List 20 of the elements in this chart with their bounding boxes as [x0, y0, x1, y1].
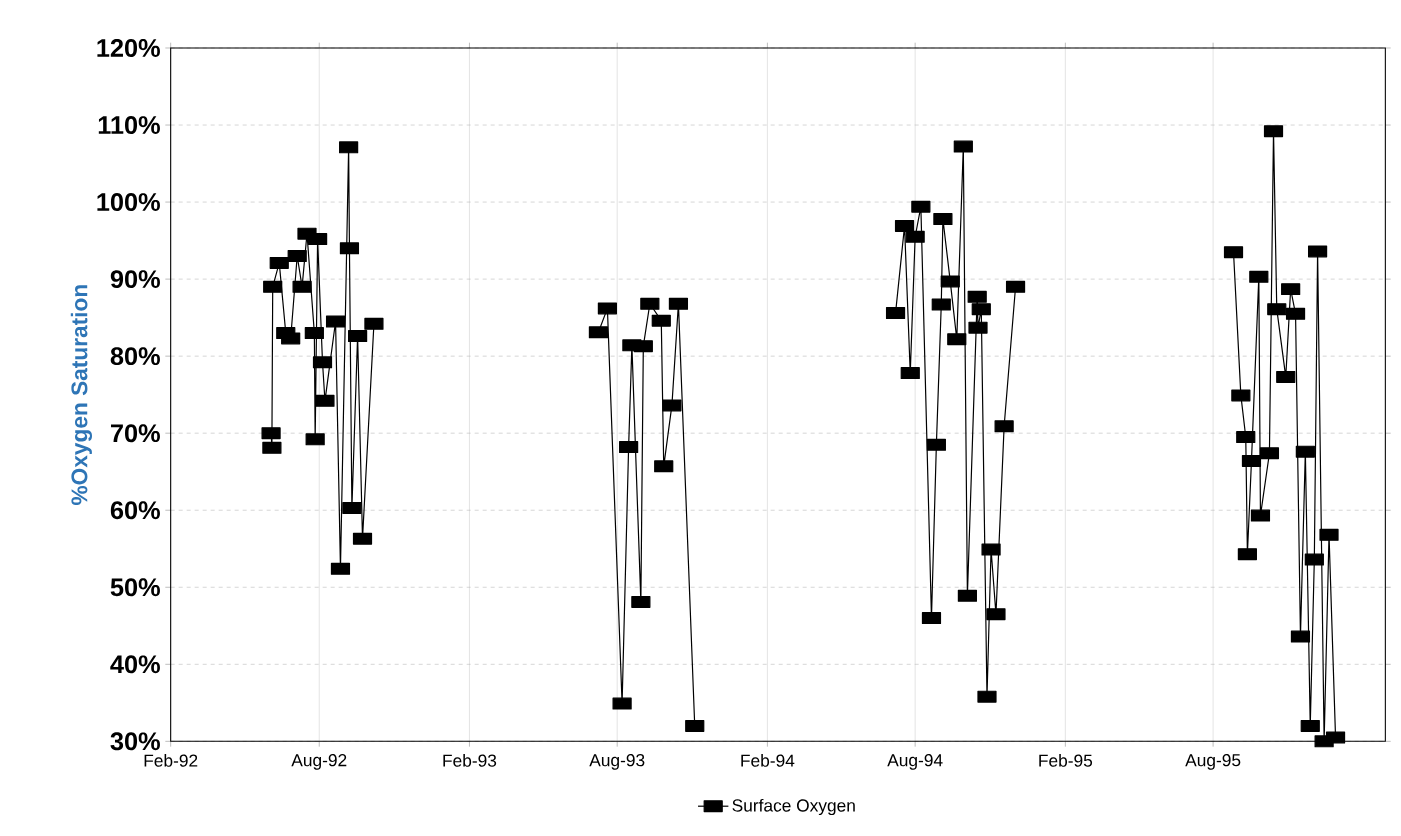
y-tick-label: 60%: [110, 501, 160, 520]
y-tick-label: 80%: [110, 347, 160, 366]
x-tick-label: Feb-92: [144, 754, 198, 767]
y-tick-label: 40%: [110, 655, 160, 674]
y-tick-label: 50%: [110, 578, 160, 597]
y-tick-label: 110%: [98, 116, 160, 135]
x-tick-label: Feb-95: [1039, 754, 1093, 767]
y-tick-label: 30%: [110, 732, 160, 751]
y-tick-label: 100%: [97, 193, 160, 212]
y-tick-label: 90%: [110, 270, 160, 289]
x-tick-label: Aug-94: [887, 754, 943, 770]
legend-label: Surface Oxygen: [732, 798, 855, 816]
y-tick-label: 120%: [97, 39, 160, 57]
x-tick-label: Aug-95: [1185, 754, 1241, 770]
x-tick-label: Feb-93: [443, 754, 497, 767]
y-tick-label: 70%: [111, 424, 160, 443]
x-tick-label: Feb-94: [741, 754, 795, 767]
y-axis-title: %Oxygen Saturation: [70, 285, 93, 505]
x-tick-label: Aug-93: [589, 754, 645, 770]
x-tick-label: Aug-92: [291, 754, 347, 770]
